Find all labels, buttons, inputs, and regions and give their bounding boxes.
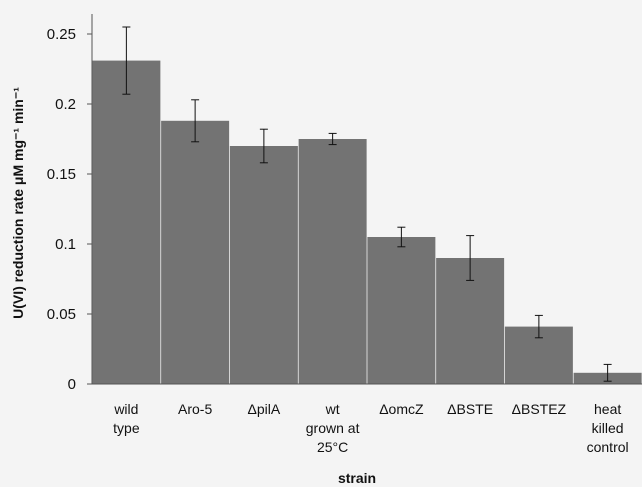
bar: [367, 237, 436, 384]
y-tick-label: 0: [68, 376, 76, 393]
y-tick-label: 0.2: [55, 96, 76, 113]
x-category-label: ΔBSTEZ: [512, 401, 567, 417]
x-category-label: ΔBSTE: [447, 401, 493, 417]
bar: [229, 146, 298, 384]
x-category-label: wt grown at 25°C: [306, 401, 360, 455]
bar: [92, 60, 161, 384]
y-axis: 0 0.05 0.1 0.15 0.2 0.25: [47, 14, 93, 393]
bar: [161, 120, 230, 385]
x-axis: wild type Aro-5 ΔpilA wt grown at 25°C ΔomcZ ΔBS…: [92, 383, 642, 455]
x-axis-title: strain: [338, 470, 376, 486]
x-category-label: ΔpilA: [248, 401, 281, 417]
error-bars-group: [122, 26, 612, 382]
y-tick-label: 0.1: [55, 236, 76, 253]
x-category-label: Aro-5: [178, 401, 212, 417]
y-tick-label: 0.15: [47, 166, 76, 183]
bar: [298, 139, 367, 384]
y-tick-label: 0.05: [47, 306, 76, 323]
x-category-label: ΔomcZ: [379, 401, 424, 417]
bars-group: [92, 60, 642, 385]
x-category-label: heat killed control: [587, 401, 629, 455]
y-tick-label: 0.25: [47, 26, 76, 43]
x-category-label: wild type: [113, 401, 140, 436]
y-axis-title: U(VI) reduction rate μM mg⁻¹ min⁻¹: [10, 87, 26, 319]
